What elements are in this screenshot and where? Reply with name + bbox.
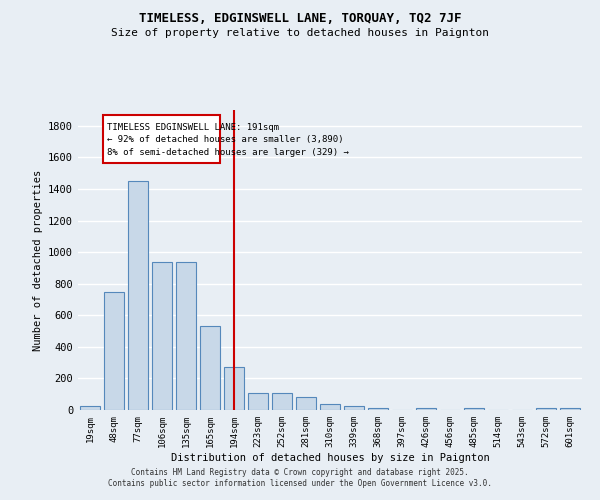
- Bar: [536, 408, 556, 410]
- Text: TIMELESS EDGINSWELL LANE: 191sqm: TIMELESS EDGINSWELL LANE: 191sqm: [107, 122, 279, 132]
- Bar: [368, 408, 388, 410]
- Bar: [464, 408, 484, 410]
- Bar: [320, 404, 340, 410]
- Bar: [176, 262, 196, 410]
- Text: 8% of semi-detached houses are larger (329) →: 8% of semi-detached houses are larger (3…: [107, 148, 349, 157]
- Bar: [152, 262, 172, 410]
- Bar: [224, 368, 244, 410]
- Bar: [272, 392, 292, 410]
- Text: Contains HM Land Registry data © Crown copyright and database right 2025.
Contai: Contains HM Land Registry data © Crown c…: [108, 468, 492, 487]
- Text: Size of property relative to detached houses in Paignton: Size of property relative to detached ho…: [111, 28, 489, 38]
- Bar: [296, 396, 316, 410]
- Bar: [200, 326, 220, 410]
- Bar: [128, 181, 148, 410]
- Bar: [80, 406, 100, 410]
- X-axis label: Distribution of detached houses by size in Paignton: Distribution of detached houses by size …: [170, 452, 490, 462]
- Bar: [416, 408, 436, 410]
- Bar: [344, 406, 364, 410]
- Bar: [248, 392, 268, 410]
- Text: ← 92% of detached houses are smaller (3,890): ← 92% of detached houses are smaller (3,…: [107, 136, 343, 144]
- Bar: [103, 114, 220, 163]
- Bar: [104, 292, 124, 410]
- Text: TIMELESS, EDGINSWELL LANE, TORQUAY, TQ2 7JF: TIMELESS, EDGINSWELL LANE, TORQUAY, TQ2 …: [139, 12, 461, 26]
- Y-axis label: Number of detached properties: Number of detached properties: [32, 170, 43, 350]
- Bar: [560, 408, 580, 410]
